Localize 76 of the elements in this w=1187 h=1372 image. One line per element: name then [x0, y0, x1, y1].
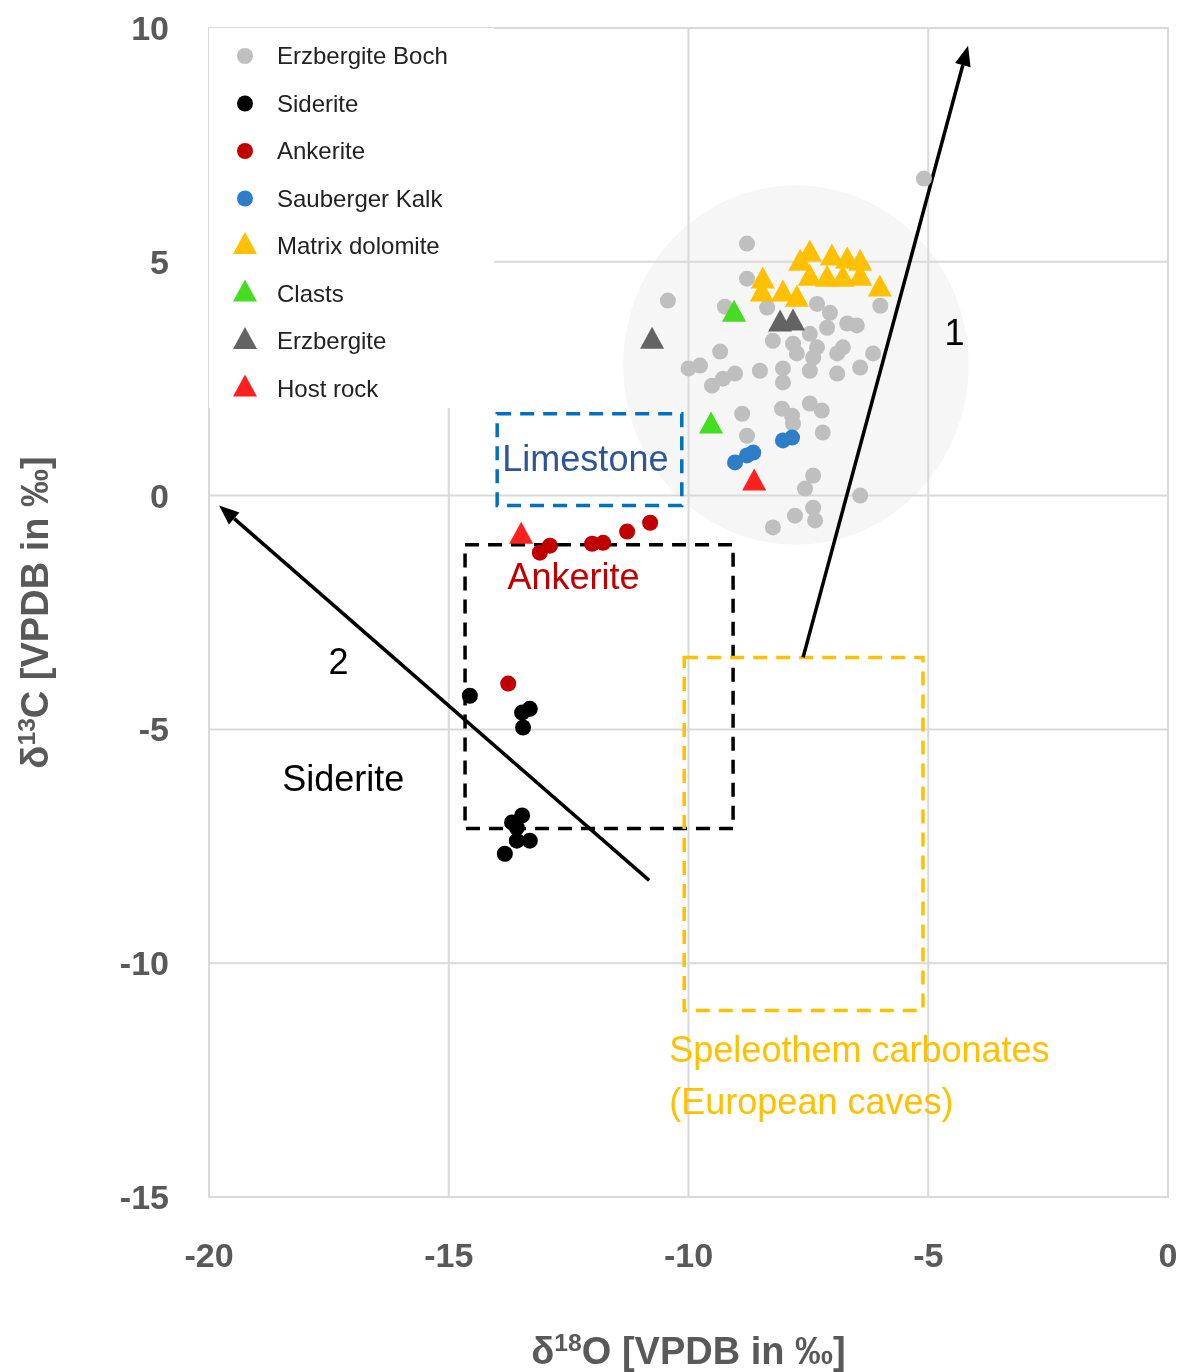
- point: [821, 304, 838, 321]
- annotation: 1: [944, 311, 965, 353]
- y-tick-label: 5: [150, 242, 169, 281]
- x-tick-label: -5: [913, 1236, 944, 1274]
- point: [829, 345, 846, 362]
- point: [801, 362, 818, 379]
- point: [814, 424, 831, 441]
- legend-label: Sauberger Kalk: [277, 184, 444, 212]
- annotation: Siderite: [282, 758, 405, 800]
- point: [801, 325, 818, 342]
- annotation: Limestone: [502, 438, 669, 480]
- point: [801, 395, 818, 412]
- point: [734, 405, 751, 422]
- point: [659, 292, 676, 309]
- point: [642, 514, 659, 531]
- point: [751, 362, 768, 379]
- point: [739, 235, 755, 252]
- point: [805, 349, 822, 366]
- point: [508, 832, 525, 849]
- point: [496, 845, 513, 862]
- legend-label: Erzbergite: [277, 327, 387, 355]
- point: [759, 299, 776, 316]
- x-tick-label: 0: [1158, 1236, 1178, 1274]
- legend-label: Siderite: [277, 89, 359, 117]
- y-tick-label: -15: [119, 1177, 169, 1216]
- point: [813, 402, 830, 419]
- point: [739, 270, 755, 287]
- point: [852, 487, 869, 504]
- point: [784, 429, 801, 446]
- point: [872, 297, 889, 314]
- point: [807, 512, 824, 529]
- x-tick-label: -20: [184, 1236, 234, 1274]
- point: [541, 537, 558, 554]
- point: [764, 332, 781, 349]
- point: [774, 360, 791, 377]
- point: [764, 519, 781, 536]
- point: [819, 319, 836, 336]
- point: [692, 357, 709, 374]
- y-tick-label: 10: [131, 8, 169, 47]
- x-tick-label: -10: [663, 1236, 714, 1274]
- annotation: 2: [328, 641, 349, 683]
- point: [619, 523, 636, 540]
- legend-label: Matrix dolomite: [277, 232, 440, 260]
- point: [727, 365, 744, 382]
- point: [865, 345, 882, 362]
- point: [852, 359, 869, 376]
- point: [515, 719, 532, 736]
- point: [805, 467, 822, 484]
- legend-label: Host rock: [277, 374, 380, 402]
- point: [829, 365, 846, 382]
- y-tick-label: 0: [150, 476, 169, 515]
- legend-label: Ankerite: [277, 137, 366, 165]
- legend-label: Erzbergite Boch: [277, 42, 448, 70]
- point: [461, 687, 478, 704]
- point: [500, 675, 517, 692]
- point: [727, 454, 744, 471]
- point: [786, 507, 803, 524]
- point: [514, 704, 531, 721]
- x-tick-label: -15: [424, 1236, 474, 1274]
- annotation: Ankerite: [507, 556, 640, 598]
- point: [774, 374, 791, 391]
- point: [797, 480, 814, 497]
- point: [745, 444, 762, 461]
- point: [915, 170, 932, 187]
- point: [739, 427, 755, 444]
- point: [521, 832, 538, 849]
- x-axis-title: δ$^{18}$O [VPDB in ‰]: [531, 1328, 846, 1372]
- y-tick-label: -5: [138, 710, 169, 749]
- point: [704, 377, 720, 394]
- point: [595, 534, 612, 551]
- legend-label: Clasts: [277, 279, 344, 307]
- annotation: Speleothem carbonates (European caves): [669, 1029, 1050, 1123]
- point: [809, 295, 826, 312]
- point: [712, 343, 729, 360]
- point: [788, 345, 805, 362]
- y-tick-label: -10: [119, 944, 169, 983]
